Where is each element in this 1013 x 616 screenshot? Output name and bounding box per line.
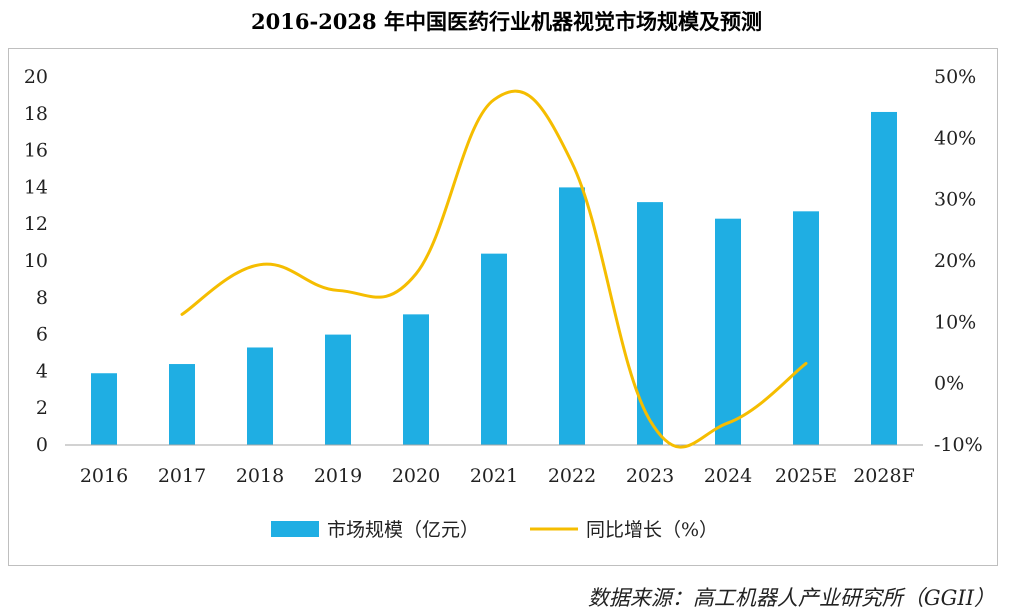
growth-line (180, 89, 808, 449)
bar-2020 (403, 314, 429, 445)
data-source: 数据来源：高工机器人产业研究所（GGII） (587, 586, 995, 610)
left-tick-label: 20 (24, 66, 48, 88)
left-tick-label: 16 (24, 140, 48, 162)
bar-2016 (91, 373, 117, 445)
bar-2023 (637, 202, 663, 445)
x-tick-label: 2017 (158, 465, 206, 487)
left-tick-label: 14 (24, 176, 48, 198)
bar-2017 (169, 364, 195, 445)
chart-title: 2016-2028 年中国医药行业机器视觉市场规模及预测 (251, 9, 762, 34)
bar-2024 (715, 218, 741, 445)
left-tick-label: 8 (36, 287, 48, 309)
right-tick-label: 30% (934, 189, 976, 211)
bar-2028F (871, 111, 897, 446)
bar-2021 (481, 253, 507, 445)
left-tick-label: 6 (36, 324, 48, 346)
x-tick-label: 2023 (626, 465, 674, 487)
right-tick-label: 40% (934, 127, 976, 149)
legend-label-bar: 市场规模（亿元） (327, 519, 479, 541)
left-tick-label: 18 (24, 103, 48, 125)
left-tick-label: 4 (36, 360, 48, 382)
bar-2019 (325, 334, 351, 445)
right-tick-label: 50% (934, 66, 976, 88)
right-tick-label: 20% (934, 250, 976, 272)
left-tick-label: 10 (24, 250, 48, 272)
right-tick-label: 0% (934, 373, 964, 395)
x-tick-label: 2028F (853, 465, 915, 487)
left-tick-label: 12 (24, 213, 48, 235)
bar-2025E (793, 211, 819, 445)
x-tick-label: 2016 (80, 465, 128, 487)
x-tick-label: 2025E (775, 465, 837, 487)
right-tick-label: -10% (934, 434, 983, 456)
right-tick-label: 10% (934, 311, 976, 333)
x-tick-label: 2020 (392, 465, 440, 487)
legend-swatch-bar (271, 521, 319, 537)
x-tick-label: 2019 (314, 465, 362, 487)
bar-2022 (559, 187, 585, 445)
bar-2018 (247, 347, 273, 445)
chart-frame (8, 48, 998, 566)
legend-label-line: 同比增长（%） (586, 519, 718, 541)
x-tick-label: 2021 (470, 465, 518, 487)
x-tick-label: 2022 (548, 465, 596, 487)
left-tick-label: 2 (36, 397, 48, 419)
left-tick-label: 0 (36, 434, 48, 456)
x-tick-label: 2024 (704, 465, 752, 487)
x-tick-label: 2018 (236, 465, 284, 487)
